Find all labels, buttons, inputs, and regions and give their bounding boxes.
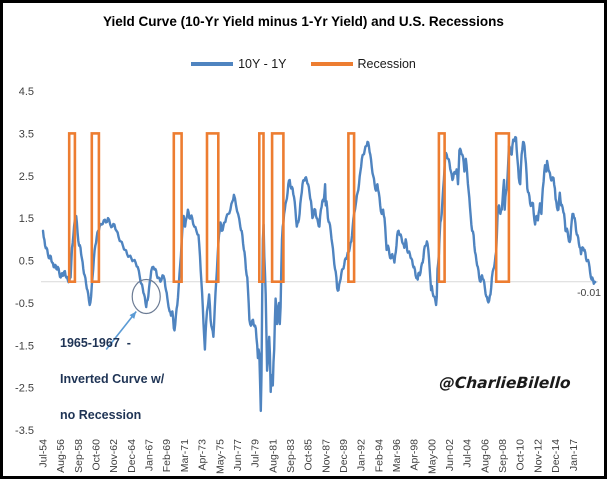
x-tick-label: Jul-54 xyxy=(38,439,50,468)
legend-item-recession: Recession xyxy=(310,57,416,71)
legend-label-10y-1y: 10Y - 1Y xyxy=(238,57,287,71)
legend-line-sample-orange xyxy=(310,62,353,66)
annotation-arrow xyxy=(105,311,137,351)
yield-spread-line xyxy=(41,135,597,413)
x-tick-label: May-00 xyxy=(426,439,438,474)
legend-item-10y-1y: 10Y - 1Y xyxy=(191,57,287,71)
recession-bar xyxy=(494,132,511,283)
x-tick-label: Jan-17 xyxy=(568,439,580,471)
x-tick-label: Oct-10 xyxy=(515,439,527,471)
x-tick-label: Oct-85 xyxy=(303,439,315,471)
x-tick-label: Feb-94 xyxy=(373,439,385,472)
x-tick-label: Jan-92 xyxy=(356,439,368,471)
x-tick-label: Sep-83 xyxy=(285,439,297,473)
annotation-line-3: no Recession xyxy=(60,408,142,422)
x-tick-label: Sep-58 xyxy=(73,439,85,473)
legend: 10Y - 1Y Recession xyxy=(3,56,604,72)
x-tick-label: Jan-67 xyxy=(144,439,156,471)
y-tick-label: 2.5 xyxy=(19,171,34,183)
x-tick-label: Nov-87 xyxy=(320,439,332,473)
x-tick-label: Apr-73 xyxy=(197,439,209,471)
x-tick-label: Jul-79 xyxy=(250,439,262,468)
recession-bars xyxy=(67,132,511,283)
x-tick-label: Sep-08 xyxy=(497,439,509,473)
recession-bar xyxy=(257,132,265,283)
x-tick-label: Apr-98 xyxy=(409,439,421,471)
x-tick-label: Dec-14 xyxy=(550,439,562,473)
y-tick-label: 4.5 xyxy=(19,86,34,98)
legend-line-sample-blue xyxy=(191,62,234,66)
x-tick-label: Aug-06 xyxy=(479,439,491,473)
x-tick-label: Dec-89 xyxy=(338,439,350,473)
inverted-curve-annotation: 1965-1967 - Inverted Curve w/ no Recessi… xyxy=(60,334,164,424)
x-tick-label: Mar-71 xyxy=(179,439,191,472)
x-tick-label: Nov-62 xyxy=(108,439,120,473)
annotation-arrowhead xyxy=(129,311,137,319)
y-tick-label: 1.5 xyxy=(19,213,34,225)
recession-bar xyxy=(90,132,101,283)
x-tick-label: Jul-04 xyxy=(462,439,474,468)
legend-label-recession: Recession xyxy=(357,57,416,71)
recession-bar xyxy=(205,132,220,283)
recession-bar xyxy=(172,132,183,283)
y-tick-label: -1.5 xyxy=(15,340,34,352)
annotation-line-2: Inverted Curve w/ xyxy=(60,372,165,386)
chart-title: Yield Curve (10-Yr Yield minus 1-Yr Yiel… xyxy=(103,14,504,29)
x-tick-label: May-75 xyxy=(214,439,226,474)
y-tick-label: -0.5 xyxy=(15,298,34,310)
y-axis-labels: 4.5 3.5 2.5 1.5 0.5 -0.5 -1.5 -2.5 -3.5 xyxy=(15,86,34,437)
recession-bar xyxy=(270,132,285,283)
x-tick-label: Jun-77 xyxy=(232,439,244,471)
x-tick-label: Feb-69 xyxy=(161,439,173,472)
x-axis-labels: Jul-54 Aug-56 Sep-58 Oct-60 Nov-62 Dec-64 Jan-… xyxy=(38,439,580,474)
y-tick-label: 0.5 xyxy=(19,256,34,268)
y-tick-label: -2.5 xyxy=(15,383,34,395)
x-tick-label: Oct-60 xyxy=(91,439,103,471)
x-tick-label: Mar-96 xyxy=(391,439,403,472)
last-value-label: -0.01 xyxy=(577,287,601,299)
watermark: @CharlieBilello xyxy=(438,374,572,392)
recession-bar xyxy=(67,132,77,283)
x-tick-label: Dec-64 xyxy=(126,439,138,473)
yield-curve-plot: 4.5 3.5 2.5 1.5 0.5 -0.5 -1.5 -2.5 -3.5 Jul-54 Aug… xyxy=(15,86,598,474)
annotation-circle xyxy=(131,278,161,315)
x-tick-label: Aug-81 xyxy=(267,439,279,473)
recession-bar xyxy=(437,132,446,283)
recession-bar xyxy=(347,132,356,283)
x-tick-label: Nov-12 xyxy=(532,439,544,473)
x-tick-label: Jun-02 xyxy=(444,439,456,471)
x-tick-label: Aug-56 xyxy=(55,439,67,473)
y-tick-label: 3.5 xyxy=(19,128,34,140)
annotation-line-1: 1965-1967 - xyxy=(60,336,131,350)
y-tick-label: -3.5 xyxy=(15,425,34,437)
